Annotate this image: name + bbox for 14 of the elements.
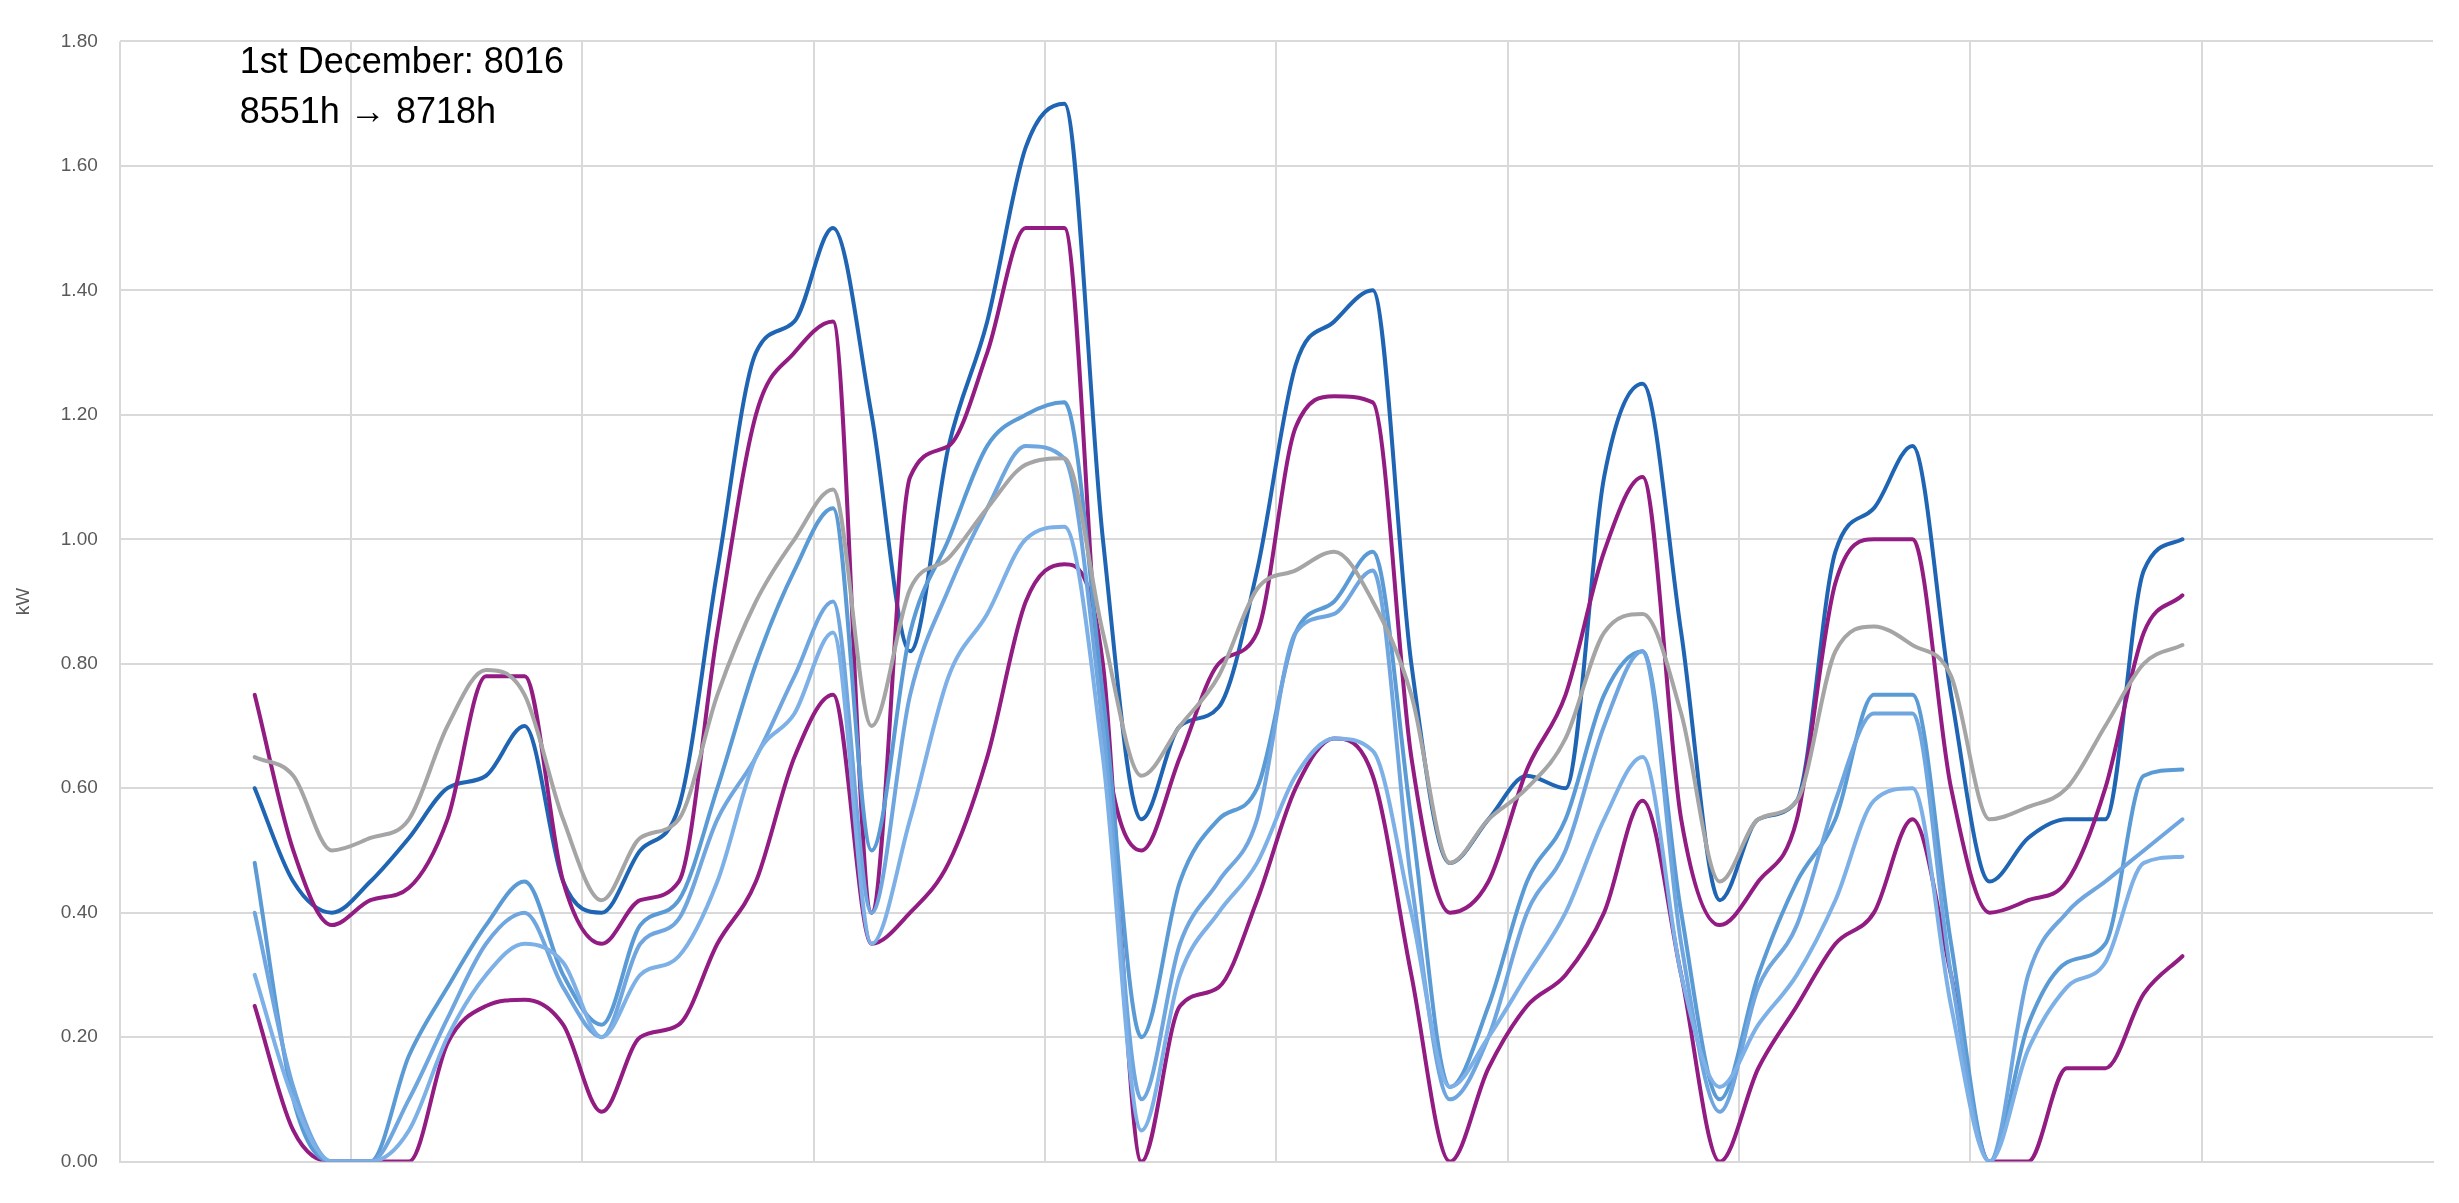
y-tick-label: 1.20 — [60, 403, 98, 425]
y-tick-label: 0.00 — [60, 1149, 98, 1171]
y-tick-label: 0.80 — [60, 651, 98, 673]
annotation: 1st December: 8016 — [239, 40, 564, 82]
y-tick-label: 1.60 — [60, 154, 98, 176]
y-tick-label: 1.00 — [60, 527, 98, 549]
annotation: 8551h → 8718h — [239, 90, 496, 132]
y-tick-label: 0.60 — [60, 776, 98, 798]
y-tick-label: 0.20 — [60, 1025, 98, 1047]
y-axis-title: kW — [11, 587, 33, 616]
line-series — [252, 456, 2185, 903]
y-tick-label: 0.40 — [60, 900, 98, 922]
y-tick-label: 1.40 — [60, 278, 98, 300]
y-tick-label: 1.80 — [60, 29, 98, 51]
